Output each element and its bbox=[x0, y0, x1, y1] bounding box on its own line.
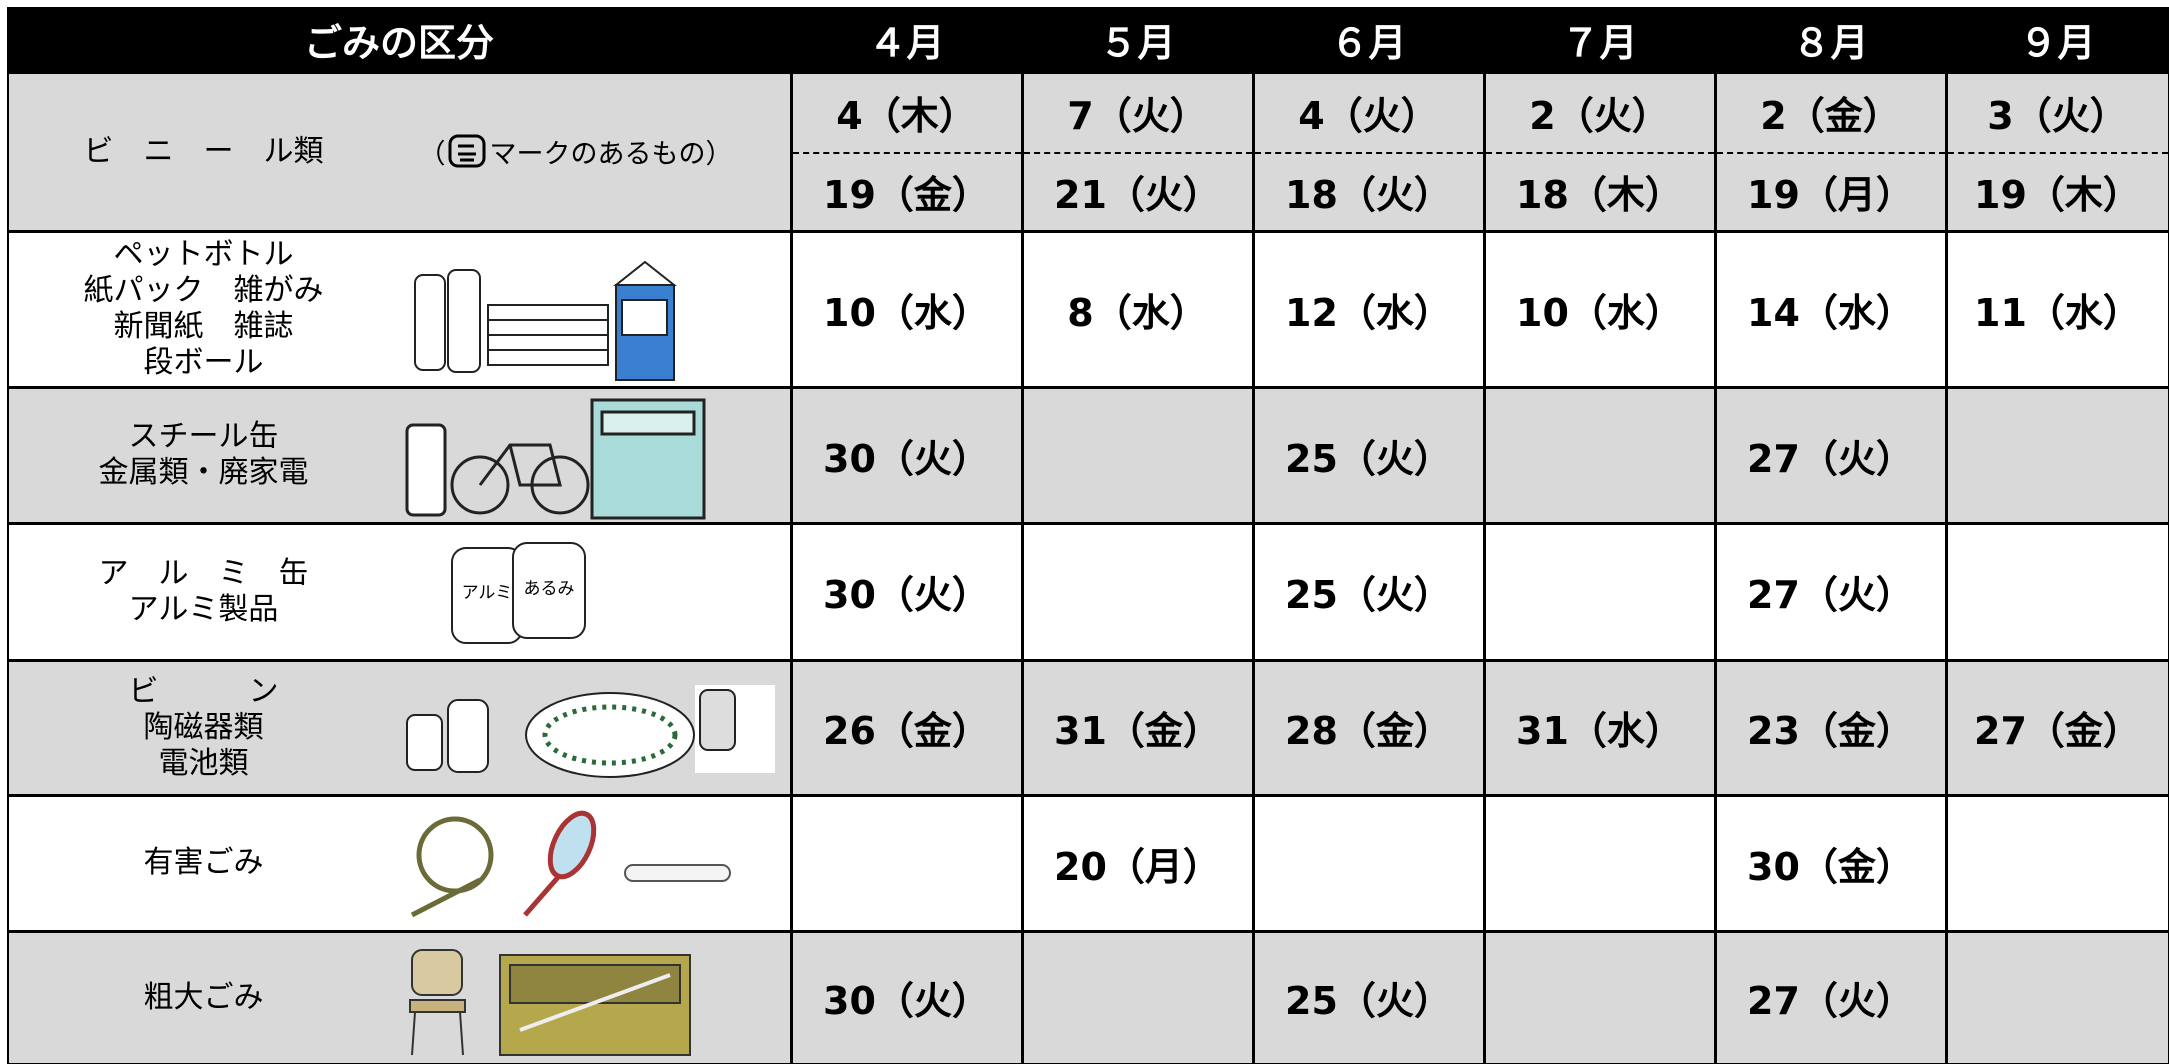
label-line: ビ ン bbox=[128, 673, 279, 709]
date-cell: 27（火） bbox=[1716, 524, 1945, 659]
header-month: ８月 bbox=[1716, 8, 1945, 71]
empty-cell bbox=[1485, 932, 1714, 1063]
category-label: 粗大ごみ bbox=[9, 933, 399, 1063]
date-cell: 27（火） bbox=[1716, 388, 1945, 522]
category-label: ア ル ミ 缶アルミ製品 bbox=[9, 525, 399, 659]
date-cell: 26（金） bbox=[792, 661, 1021, 794]
can-label: あるみ bbox=[524, 579, 575, 599]
category-label: ビ ニ ー ル類 bbox=[9, 74, 399, 230]
header-month: ４月 bbox=[792, 8, 1021, 71]
recycle-mark bbox=[448, 134, 485, 167]
date-cell: 11（水） bbox=[1947, 232, 2168, 386]
date-cell: 2（火） bbox=[1485, 73, 1714, 152]
header-month: ５月 bbox=[1023, 8, 1252, 71]
date-cell: 18（火） bbox=[1254, 152, 1483, 230]
empty-cell bbox=[1485, 388, 1714, 522]
label-line: 粗大ごみ bbox=[143, 979, 264, 1015]
category-cell: ビ ニ ー ル類 （ マークのあるもの） bbox=[8, 73, 790, 230]
category-label: 有害ごみ bbox=[9, 797, 399, 930]
date-cell: 3（火） bbox=[1947, 73, 2168, 152]
header-month: ９月 bbox=[1947, 8, 2168, 71]
empty-cell bbox=[1947, 932, 2168, 1063]
header-month: ７月 bbox=[1485, 8, 1714, 71]
empty-cell bbox=[1485, 796, 1714, 930]
note-open: （ bbox=[418, 139, 446, 170]
date-cell: 30（火） bbox=[792, 524, 1021, 659]
date-cell: 25（火） bbox=[1254, 524, 1483, 659]
empty-cell bbox=[1254, 796, 1483, 930]
empty-cell bbox=[792, 796, 1021, 930]
label-line: ビ ニ ー ル類 bbox=[83, 133, 324, 169]
aluminum-cans: アルミ あるみ bbox=[451, 542, 586, 644]
date-cell: 10（水） bbox=[792, 232, 1021, 386]
date-cell: 25（火） bbox=[1254, 932, 1483, 1063]
date-cell: 20（月） bbox=[1023, 796, 1252, 930]
date-cell: 10（水） bbox=[1485, 232, 1714, 386]
empty-cell bbox=[1947, 524, 2168, 659]
empty-cell bbox=[1023, 388, 1252, 522]
label-line: 新聞紙 雑誌 bbox=[113, 309, 294, 344]
label-line: 紙パック 雑がみ bbox=[83, 273, 324, 308]
date-cell: 2（金） bbox=[1716, 73, 1945, 152]
date-cell: 31（金） bbox=[1023, 661, 1252, 794]
bulky-items bbox=[409, 949, 691, 1056]
date-cell: 18（木） bbox=[1485, 152, 1714, 230]
can-label: アルミ bbox=[462, 583, 513, 603]
label-line: ア ル ミ 缶 bbox=[98, 555, 309, 591]
date-cell: 25（火） bbox=[1254, 388, 1483, 522]
label-line: 有害ごみ bbox=[143, 845, 264, 880]
date-cell: 30（金） bbox=[1716, 796, 1945, 930]
date-cell: 12（水） bbox=[1254, 232, 1483, 386]
label-line: 電池類 bbox=[158, 745, 249, 781]
date-cell: 19（月） bbox=[1716, 152, 1945, 230]
empty-cell bbox=[1485, 524, 1714, 659]
label-line: 段ボール bbox=[143, 345, 264, 380]
category-label: ペットボトル 紙パック 雑がみ 新聞紙 雑誌 段ボール bbox=[9, 233, 399, 386]
category-label: スチール缶 金属類・廃家電 bbox=[9, 389, 399, 522]
header-category: ごみの区分 bbox=[8, 8, 790, 71]
label-line: 陶磁器類 bbox=[143, 709, 264, 745]
empty-cell bbox=[1947, 388, 2168, 522]
header-month: ６月 bbox=[1254, 8, 1483, 71]
category-note: （ マークのあるもの） bbox=[419, 74, 733, 230]
bottles-papers bbox=[414, 260, 677, 381]
category-label: ビ ン陶磁器類 電池類 bbox=[9, 662, 399, 794]
date-cell: 4（火） bbox=[1254, 73, 1483, 152]
empty-cell bbox=[1947, 796, 2168, 930]
date-cell: 28（金） bbox=[1254, 661, 1483, 794]
date-cell: 31（水） bbox=[1485, 661, 1714, 794]
empty-cell bbox=[1023, 524, 1252, 659]
date-cell: 21（火） bbox=[1023, 152, 1252, 230]
hazardous-items bbox=[410, 810, 731, 918]
label-line: ペットボトル bbox=[113, 237, 294, 272]
category-cell: 有害ごみ bbox=[8, 796, 790, 930]
date-cell: 8（水） bbox=[1023, 232, 1252, 386]
label-line: 金属類・廃家電 bbox=[98, 455, 309, 490]
date-cell: 4（木） bbox=[792, 73, 1021, 152]
date-cell: 19（木） bbox=[1947, 152, 2168, 230]
date-cell: 19（金） bbox=[792, 152, 1021, 230]
note-text: マークのあるもの） bbox=[489, 139, 733, 170]
date-cell: 27（火） bbox=[1716, 932, 1945, 1063]
date-cell: 27（金） bbox=[1947, 661, 2168, 794]
date-cell: 23（金） bbox=[1716, 661, 1945, 794]
category-cell: ア ル ミ 缶アルミ製品 bbox=[8, 524, 790, 659]
label-line: スチール缶 bbox=[128, 419, 279, 454]
date-cell: 14（水） bbox=[1716, 232, 1945, 386]
glass-ceramics bbox=[406, 685, 775, 778]
date-cell: 30（火） bbox=[792, 932, 1021, 1063]
empty-cell bbox=[1023, 932, 1252, 1063]
label-line: アルミ製品 bbox=[128, 591, 279, 627]
date-cell: 7（火） bbox=[1023, 73, 1252, 152]
steel-items bbox=[405, 398, 706, 520]
date-cell: 30（火） bbox=[792, 388, 1021, 522]
